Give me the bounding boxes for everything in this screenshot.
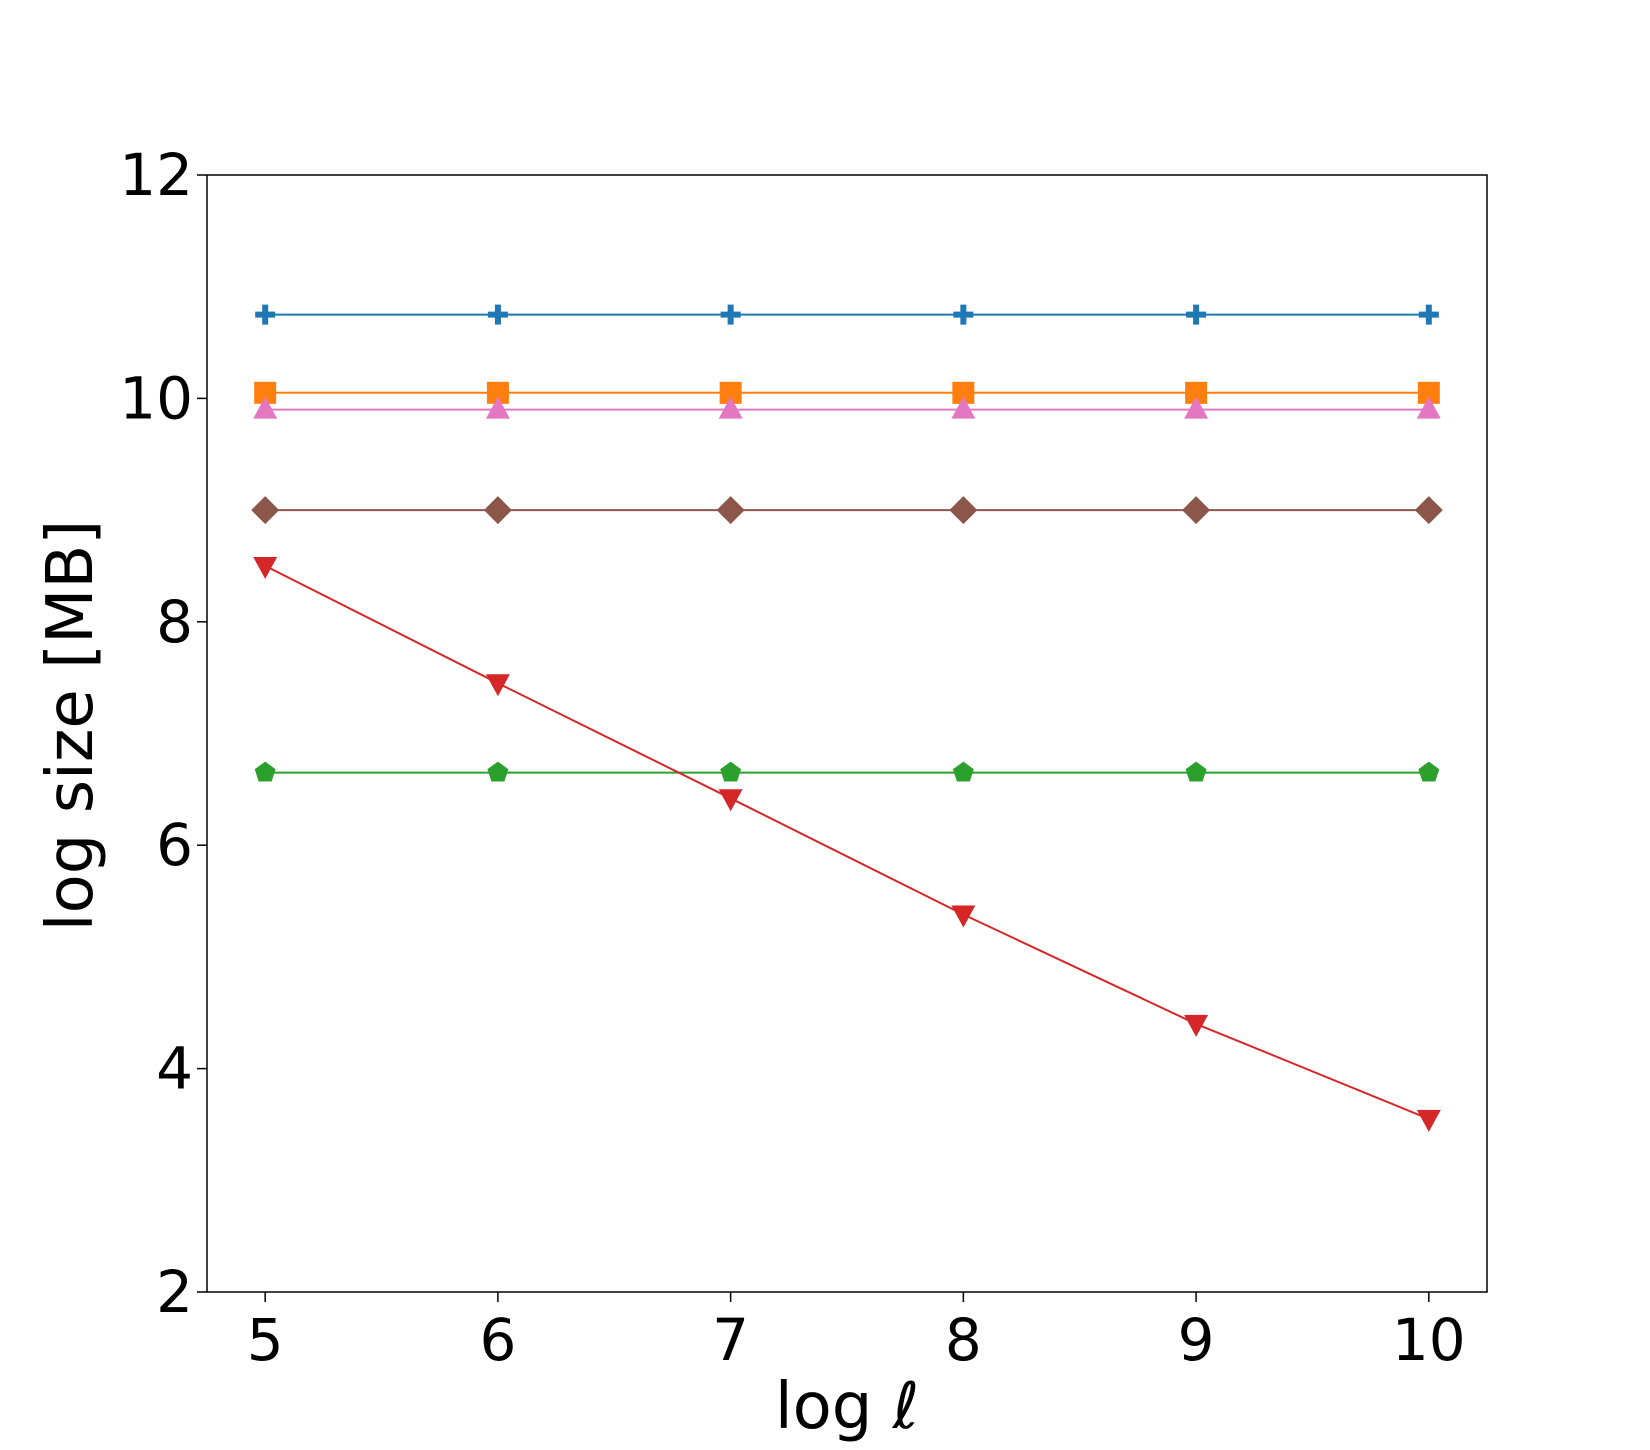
y-tick-label: 12 <box>119 141 193 209</box>
y-tick-label: 4 <box>156 1035 193 1103</box>
data-point <box>718 396 743 419</box>
x-tick-label: 7 <box>712 1306 749 1374</box>
x-tick-label: 9 <box>1178 1306 1215 1374</box>
data-point <box>1416 1109 1441 1132</box>
data-point <box>718 789 743 812</box>
data-point <box>485 396 510 419</box>
data-point <box>1184 1014 1209 1037</box>
data-point <box>952 381 975 404</box>
y-tick-label: 2 <box>156 1258 193 1326</box>
series-5 <box>254 761 1440 782</box>
series-2 <box>254 381 1440 404</box>
data-point <box>952 761 974 782</box>
data-point <box>949 496 978 525</box>
series-1 <box>255 304 1439 325</box>
x-tick-label: 6 <box>479 1306 516 1374</box>
data-point <box>1185 381 1208 404</box>
data-point <box>953 304 974 325</box>
data-point <box>716 496 745 525</box>
series-6 <box>253 556 1441 1132</box>
data-point <box>951 396 976 419</box>
data-point <box>1414 496 1443 525</box>
data-point <box>483 496 512 525</box>
data-point <box>951 905 976 928</box>
data-point <box>253 556 278 579</box>
data-point <box>720 761 742 782</box>
x-tick-label: 8 <box>945 1306 982 1374</box>
data-point <box>255 304 276 325</box>
data-point <box>719 381 742 404</box>
series-4 <box>251 496 1443 525</box>
data-point <box>1186 304 1207 325</box>
data-point <box>254 761 276 782</box>
data-point <box>1418 761 1440 782</box>
plot-frame <box>206 174 1488 1293</box>
y-axis-label: log size [MB] <box>34 520 108 931</box>
data-point <box>1185 761 1207 782</box>
y-tick-label: 6 <box>156 811 193 879</box>
series-line <box>264 565 1430 1120</box>
data-point <box>1184 396 1209 419</box>
data-point <box>487 761 509 782</box>
data-point <box>1182 496 1211 525</box>
tick-layer: 5 6 7 8 9 10 2 4 6 8 10 12 <box>119 141 1466 1374</box>
y-tick-label: 8 <box>156 588 193 656</box>
data-point <box>254 381 277 404</box>
x-tick-label: 10 <box>1392 1306 1466 1374</box>
series-3 <box>253 396 1441 419</box>
data-point <box>486 381 509 404</box>
x-axis-label: log ℓ <box>775 1370 919 1444</box>
data-point <box>251 496 280 525</box>
data-point <box>720 304 741 325</box>
y-tick-label: 10 <box>119 364 193 432</box>
data-point <box>1418 304 1439 325</box>
data-point <box>1416 396 1441 419</box>
data-point <box>253 396 278 419</box>
series-layer <box>251 304 1443 1132</box>
data-point <box>487 304 508 325</box>
x-tick-label: 5 <box>247 1306 284 1374</box>
data-point <box>1417 381 1440 404</box>
data-point <box>485 674 510 697</box>
